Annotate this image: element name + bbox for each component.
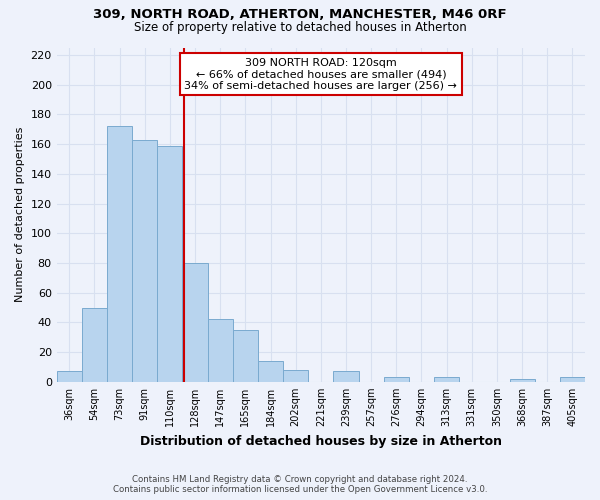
Bar <box>283 370 308 382</box>
Bar <box>258 361 283 382</box>
Text: Contains HM Land Registry data © Crown copyright and database right 2024.
Contai: Contains HM Land Registry data © Crown c… <box>113 474 487 494</box>
Text: 309, NORTH ROAD, ATHERTON, MANCHESTER, M46 0RF: 309, NORTH ROAD, ATHERTON, MANCHESTER, M… <box>93 8 507 20</box>
Bar <box>107 126 132 382</box>
Bar <box>82 308 107 382</box>
Bar <box>182 263 208 382</box>
Text: 309 NORTH ROAD: 120sqm
← 66% of detached houses are smaller (494)
34% of semi-de: 309 NORTH ROAD: 120sqm ← 66% of detached… <box>184 58 457 90</box>
Bar <box>509 379 535 382</box>
Bar <box>56 372 82 382</box>
Bar <box>384 378 409 382</box>
Y-axis label: Number of detached properties: Number of detached properties <box>15 127 25 302</box>
Bar <box>434 378 459 382</box>
Bar <box>208 320 233 382</box>
Bar <box>334 372 359 382</box>
Bar <box>233 330 258 382</box>
Bar <box>132 140 157 382</box>
Bar <box>560 378 585 382</box>
X-axis label: Distribution of detached houses by size in Atherton: Distribution of detached houses by size … <box>140 434 502 448</box>
Text: Size of property relative to detached houses in Atherton: Size of property relative to detached ho… <box>134 21 466 34</box>
Bar <box>157 146 182 382</box>
